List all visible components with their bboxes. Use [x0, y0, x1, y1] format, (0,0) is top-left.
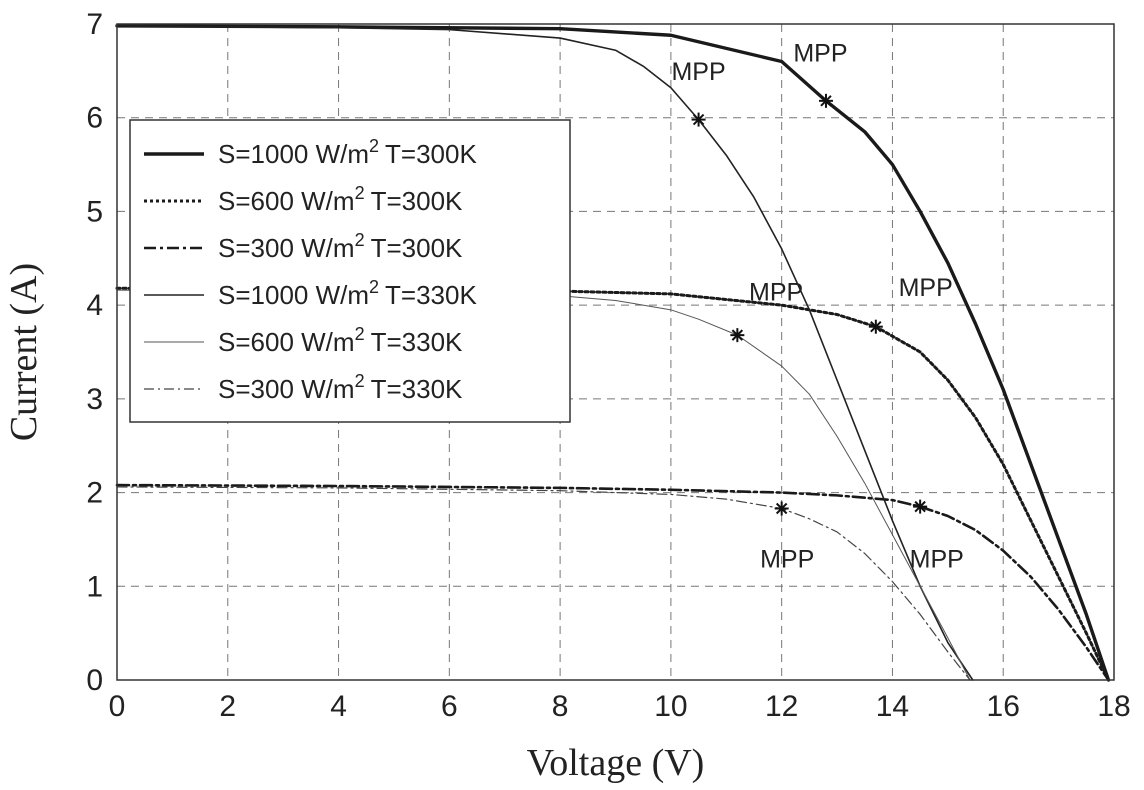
x-tick-label: 2: [219, 690, 236, 723]
series-line-2: [115, 286, 1110, 682]
legend-entry-label: S=600 W/m2 T=300K: [218, 183, 463, 216]
y-axis-title: Current (A): [3, 263, 45, 441]
mpp-marker-stroke: [870, 320, 882, 333]
legend-entry-label: S=300 W/m2 T=330K: [218, 371, 463, 404]
series-line-4: [116, 25, 974, 681]
legend-box: [129, 119, 571, 423]
x-axis-title: Voltage (V): [527, 742, 705, 784]
mpp-marker-stroke: [820, 95, 832, 107]
y-tick-label: 7: [86, 8, 103, 41]
y-tick-label: 0: [86, 664, 103, 697]
x-tick-label: 16: [987, 690, 1020, 723]
mpp-label: MPP: [793, 39, 847, 67]
series-line-5: [116, 289, 971, 681]
x-tick-label: 10: [654, 690, 687, 723]
mpp-label: MPP: [760, 546, 814, 574]
series-line-1: [115, 24, 1111, 682]
x-tick-label: 6: [441, 690, 458, 723]
legend-entry-superscript: 2: [355, 324, 365, 344]
legend-entry-superscript: 2: [355, 371, 365, 391]
mpp-label: MPP: [910, 546, 964, 574]
x-tick-label: 8: [552, 690, 569, 723]
legend-entry-main: S=300 W/m: [218, 233, 355, 263]
mpp-marker-stroke: [692, 113, 705, 126]
x-tick-label: 4: [330, 690, 347, 723]
x-tick-label: 18: [1097, 690, 1130, 723]
legend-entry-tail: T=300K: [371, 186, 463, 216]
x-tick-label: 0: [109, 690, 126, 723]
x-tick-label: 12: [765, 690, 798, 723]
mpp-marker-stroke: [775, 502, 788, 515]
y-tick-label: 3: [86, 383, 103, 416]
legend-entry-tail: T=330K: [371, 374, 463, 404]
legend-entry-label: S=600 W/m2 T=330K: [218, 324, 463, 357]
y-tick-label: 5: [86, 195, 103, 228]
series-line-6: [116, 486, 971, 681]
mpp-label: MPP: [671, 58, 725, 86]
legend-entry-superscript: 2: [369, 277, 379, 297]
series-line-3: [115, 483, 1110, 682]
legend-entry-main: S=600 W/m: [218, 327, 355, 357]
mpp-marker: [691, 112, 706, 127]
legend-entry-tail: T=330K: [371, 327, 463, 357]
legend-entry-tail: T=330K: [385, 280, 477, 310]
legend-entry-tail: T=300K: [371, 233, 463, 263]
mpp-label: MPP: [899, 274, 953, 302]
legend-entry-main: S=600 W/m: [218, 186, 355, 216]
mpp-marker: [868, 319, 883, 334]
y-tick-label: 1: [86, 570, 103, 603]
y-tick-label: 6: [86, 102, 103, 135]
mpp-marker: [818, 93, 833, 108]
legend-entry-tail: T=300K: [385, 139, 477, 169]
mpp-marker: [730, 328, 745, 343]
y-tick-label: 4: [86, 289, 103, 322]
legend-entry-main: S=300 W/m: [218, 374, 355, 404]
y-tick-label: 2: [86, 477, 103, 510]
legend-entry-main: S=1000 W/m: [218, 280, 369, 310]
x-tick-label: 14: [876, 690, 909, 723]
legend-entry-label: S=1000 W/m2 T=330K: [218, 277, 477, 310]
legend-entry-superscript: 2: [355, 183, 365, 203]
mpp-marker-stroke: [731, 329, 744, 341]
plot-frame: [116, 23, 1115, 681]
legend-entry-superscript: 2: [355, 230, 365, 250]
mpp-layer: MPP MPP MPP MPP MPP MPP: [671, 39, 963, 573]
mpp-marker: [913, 499, 928, 514]
mpp-label: MPP: [749, 278, 803, 306]
legend-entry-label: S=1000 W/m2 T=300K: [218, 136, 477, 169]
legend-entry-label: S=300 W/m2 T=300K: [218, 230, 463, 263]
legend-entry-superscript: 2: [369, 136, 379, 156]
mpp-marker: [774, 501, 789, 516]
legend-entry-main: S=1000 W/m: [218, 139, 369, 169]
mpp-marker-stroke: [914, 500, 926, 513]
